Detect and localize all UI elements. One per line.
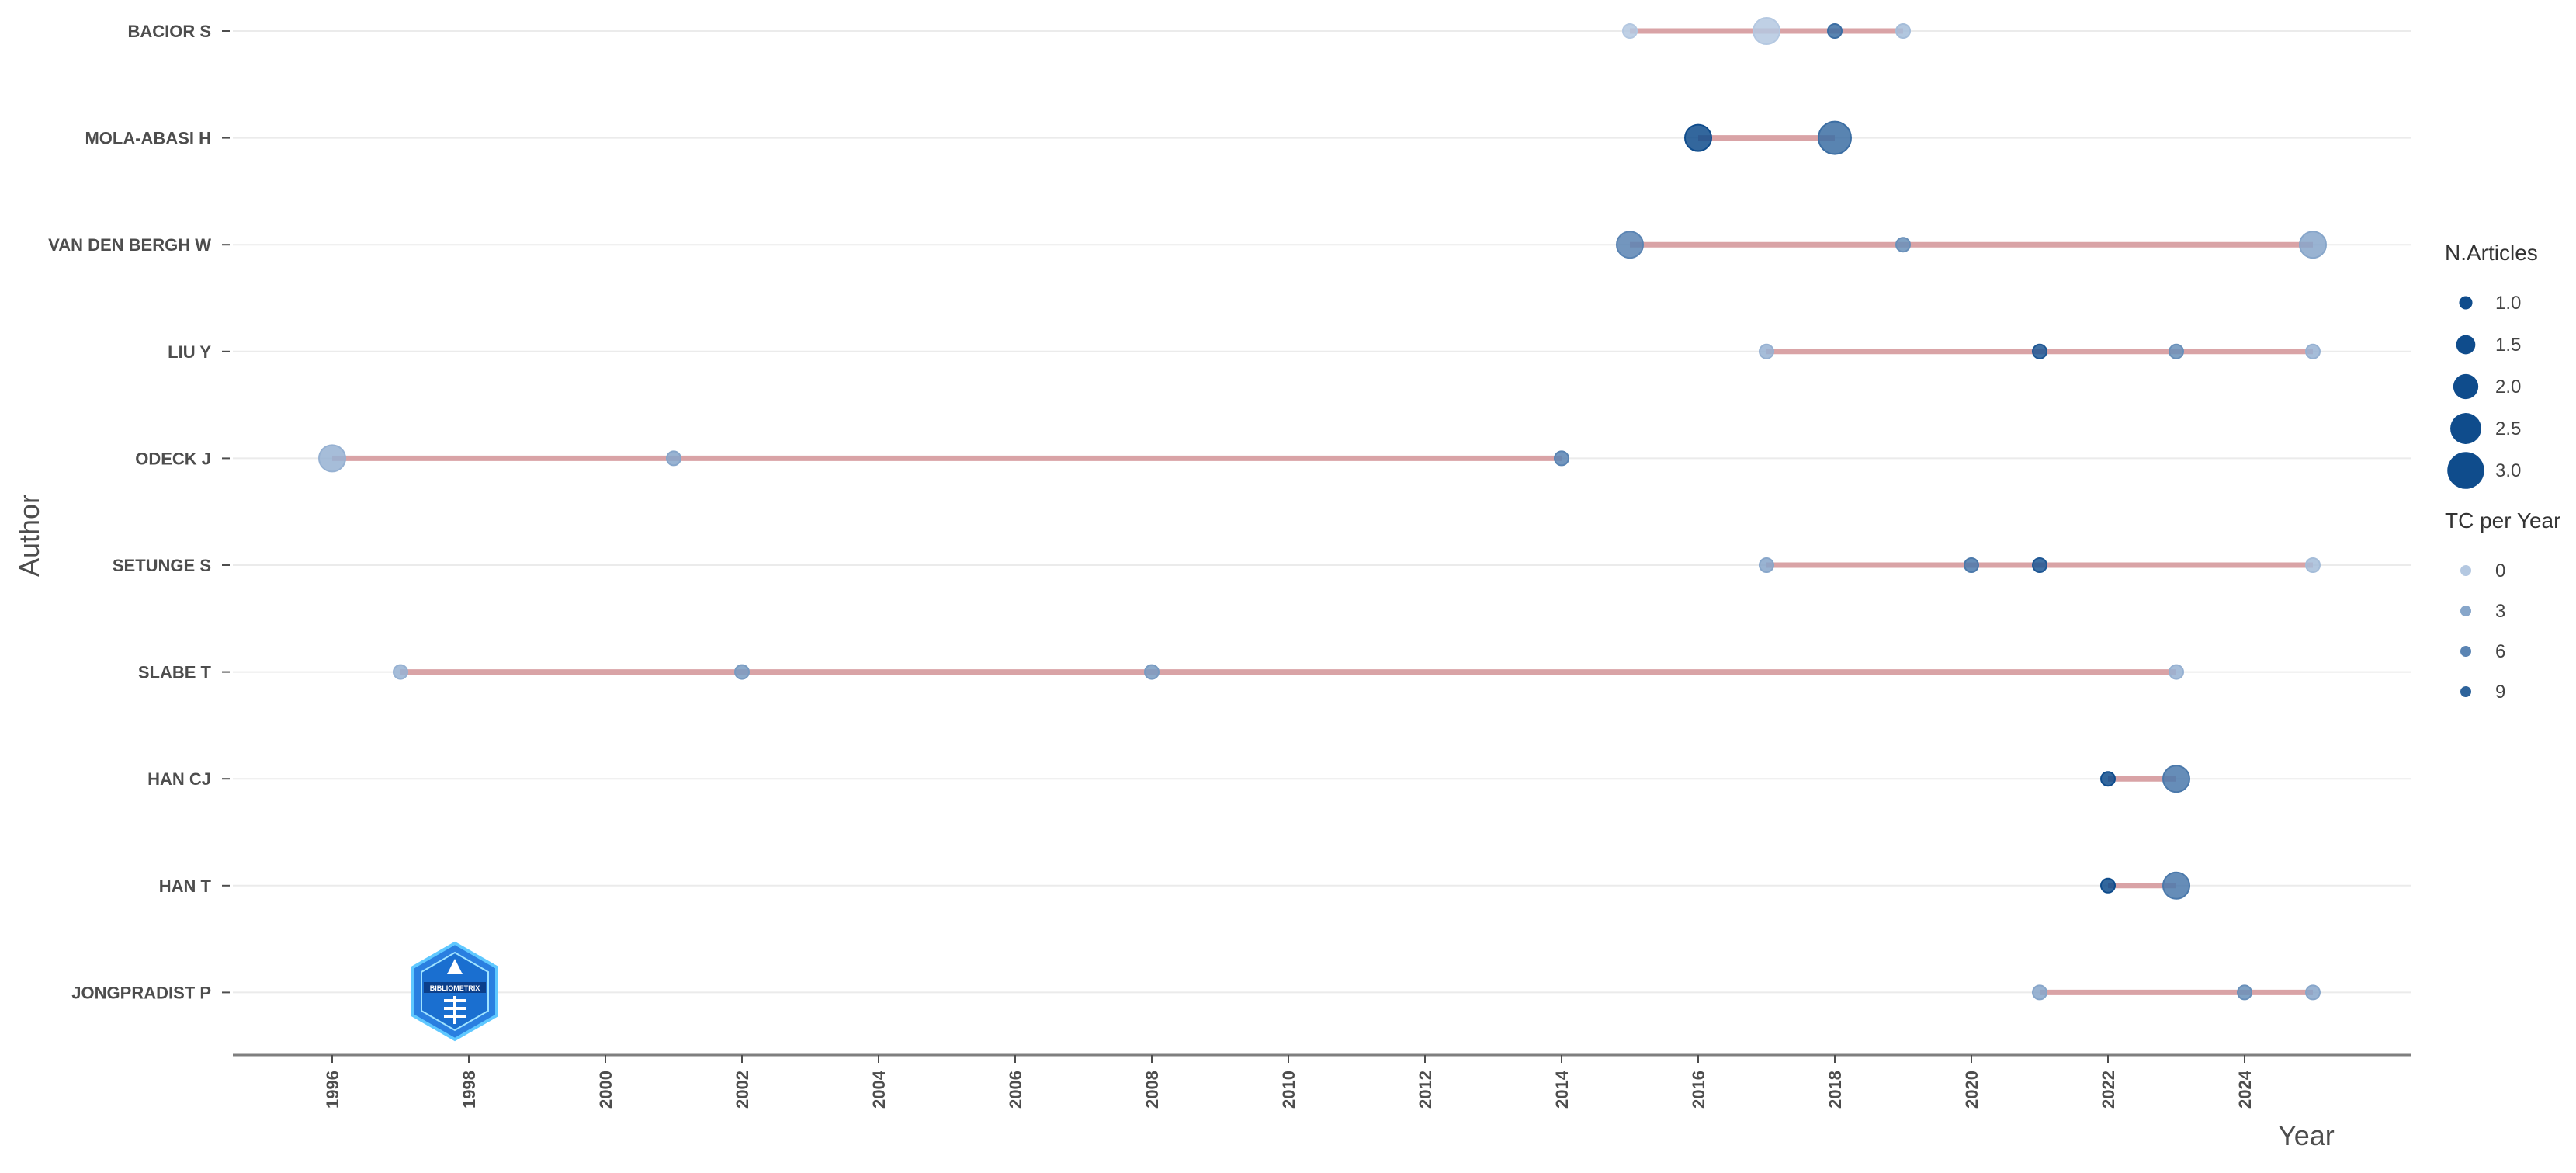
- y-tick-label: BACIOR S: [127, 22, 211, 41]
- data-point: [1827, 23, 1843, 39]
- legend-color-key: [2460, 565, 2471, 576]
- author-timelines: [332, 28, 2313, 995]
- y-tick-label: MOLA-ABASI H: [85, 129, 211, 148]
- y-tick-label: HAN T: [159, 876, 212, 896]
- data-point: [2100, 771, 2116, 787]
- data-point: [734, 664, 750, 680]
- legend-size-label: 3.0: [2495, 460, 2521, 481]
- x-tick-label: 1996: [323, 1071, 342, 1109]
- x-tick-label: 2008: [1142, 1071, 1162, 1109]
- y-axis: BACIOR S MOLA-ABASI H VAN DEN BERGH W LIU Y…: [48, 22, 230, 1002]
- svg-text:BIBLIOMETRIX: BIBLIOMETRIX: [430, 984, 480, 992]
- legend-color-label: 6: [2495, 641, 2505, 662]
- x-tick-label: 2012: [1416, 1071, 1435, 1109]
- y-axis-title: Author: [13, 495, 45, 577]
- x-tick-label: 2010: [1279, 1071, 1298, 1109]
- legend-color-key: [2460, 606, 2471, 616]
- data-point: [1554, 450, 1569, 467]
- data-point: [1616, 231, 1644, 259]
- x-tick-label: 2000: [596, 1071, 615, 1109]
- legend-color-title: TC per Year: [2445, 508, 2560, 533]
- data-point: [2032, 557, 2047, 573]
- data-point: [2305, 557, 2321, 573]
- data-point: [2299, 231, 2327, 259]
- data-point: [2032, 984, 2047, 1001]
- legend-size-label: 1.0: [2495, 293, 2521, 314]
- x-axis-title: Year: [2278, 1119, 2335, 1151]
- data-point: [318, 444, 346, 473]
- legend-size-key: [2459, 296, 2473, 310]
- legend-size-key: [2450, 413, 2481, 444]
- x-tick-label: 2022: [2099, 1071, 2118, 1109]
- gridlines: [233, 30, 2411, 994]
- data-point: [1895, 237, 1911, 253]
- data-point: [2162, 871, 2190, 900]
- legend-color-key: [2460, 646, 2471, 657]
- x-axis: 1996 1998 2000 2002 2004 2006 2008 2010 2012 2014…: [233, 1053, 2411, 1109]
- data-point: [1753, 17, 1780, 45]
- legend-size-label: 2.0: [2495, 377, 2521, 397]
- x-tick-label: 2004: [869, 1070, 889, 1109]
- data-point: [1964, 557, 1979, 573]
- x-tick-label: 2020: [1962, 1071, 1981, 1109]
- x-tick-label: 2002: [733, 1071, 752, 1109]
- y-tick-label: SLABE T: [138, 663, 212, 682]
- y-tick-label: LIU Y: [168, 342, 211, 362]
- x-tick-label: 1998: [459, 1071, 479, 1109]
- x-tick-label: 2016: [1689, 1071, 1708, 1109]
- data-point: [2169, 343, 2184, 359]
- data-point: [2100, 877, 2116, 894]
- data-point: [393, 664, 408, 680]
- legend-color-label: 0: [2495, 560, 2505, 581]
- data-point: [1759, 557, 1774, 573]
- y-tick-label: HAN CJ: [147, 769, 211, 789]
- y-tick-label: ODECK J: [135, 449, 211, 468]
- data-point: [2237, 984, 2252, 1001]
- data-point: [1895, 23, 1911, 39]
- legend-size-label: 1.5: [2495, 335, 2521, 356]
- data-point: [1759, 343, 1774, 359]
- legend-size-label: 2.5: [2495, 418, 2521, 439]
- data-point: [1818, 120, 1852, 155]
- data-point: [666, 450, 681, 467]
- data-point: [2305, 343, 2321, 359]
- data-point: [1684, 123, 1712, 152]
- legend-size-title: N.Articles: [2445, 241, 2538, 265]
- y-tick-label: SETUNGE S: [113, 556, 211, 575]
- data-point: [2032, 343, 2047, 359]
- x-tick-label: 2024: [2235, 1070, 2255, 1109]
- legend-size-key: [2456, 335, 2476, 355]
- legend-size-key: [2453, 373, 2479, 400]
- x-tick-label: 2006: [1006, 1071, 1025, 1109]
- x-tick-label: 2018: [1825, 1071, 1845, 1109]
- data-point: [2162, 765, 2190, 793]
- legend: N.Articles TC per Year 1.0 1.5 2.0 2.5 3.0 0 3…: [2445, 241, 2560, 703]
- y-tick-label: JONGPRADIST P: [71, 983, 211, 1002]
- data-points: [318, 17, 2327, 1001]
- x-tick-label: 2014: [1552, 1070, 1572, 1109]
- data-point: [1622, 23, 1638, 39]
- data-point: [2169, 664, 2184, 680]
- bibliometrix-logo: BIBLIOMETRIX: [411, 941, 498, 1042]
- legend-color-label: 3: [2495, 601, 2505, 622]
- legend-color-key: [2460, 686, 2471, 697]
- data-point: [1144, 664, 1160, 680]
- legend-color-label: 9: [2495, 682, 2505, 703]
- y-tick-label: VAN DEN BERGH W: [48, 235, 211, 255]
- legend-size-key: [2447, 452, 2484, 489]
- data-point: [2305, 984, 2321, 1001]
